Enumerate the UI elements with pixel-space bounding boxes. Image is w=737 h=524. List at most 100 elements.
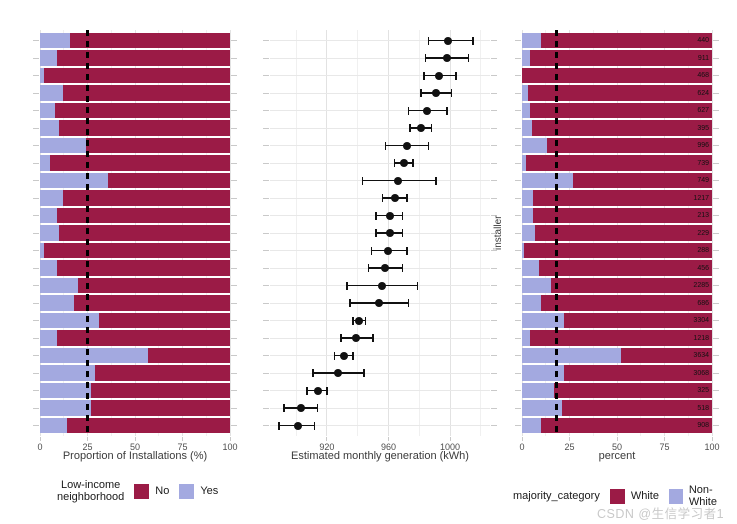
y-tick-left — [515, 92, 521, 94]
bar-segment-yes — [40, 172, 109, 189]
y-tick-left — [33, 180, 39, 181]
bar-segment-non-white — [522, 172, 574, 189]
bar-segment-yes — [40, 50, 58, 66]
y-tick-left — [33, 127, 39, 129]
errorbar-cap-low — [312, 369, 314, 377]
y-tick-left — [33, 320, 39, 321]
estimate-point — [399, 159, 408, 167]
x-tick — [664, 437, 665, 441]
bar-segment-yes — [40, 207, 58, 224]
installer-label: 440 — [697, 37, 709, 44]
bar-segment-no — [62, 85, 230, 101]
installer-label: 1217 — [693, 194, 709, 202]
installer-label: 456 — [697, 264, 709, 272]
y-tick-right — [231, 162, 237, 164]
errorbar-cap-high — [430, 124, 433, 132]
errorbar-cap-low — [346, 281, 348, 290]
bar-segment-non-white — [522, 312, 564, 329]
installer-label: 468 — [697, 72, 709, 79]
y-tick-right — [231, 232, 237, 234]
bar-segment-non-white — [522, 207, 534, 224]
estimate-point — [352, 334, 361, 342]
bar-segment-white — [554, 382, 712, 399]
y-tick-left — [263, 250, 269, 251]
x-tick-label: 25 — [82, 442, 93, 452]
legend-title-majority-category: majority_category — [513, 490, 600, 502]
installer-label: 911 — [697, 54, 709, 62]
bar-segment-yes — [40, 330, 58, 346]
bar-segment-white — [563, 365, 712, 381]
bar-segment-yes — [40, 102, 56, 119]
x-tick-label: 0 — [519, 442, 525, 452]
estimate-point — [381, 264, 390, 272]
y-tick-right — [713, 267, 719, 269]
errorbar-cap-high — [406, 246, 408, 255]
x-tick-label: 920 — [319, 442, 335, 452]
bar-segment-white — [535, 225, 712, 241]
y-axis-title-installer: installer — [493, 215, 504, 251]
bar-segment-no — [43, 242, 230, 259]
bar-segment-no — [59, 225, 230, 241]
bar-segment-yes — [40, 417, 67, 434]
x-axis-title-generation: Estimated monthly generation (kWh) — [291, 450, 469, 462]
installer-label: 908 — [697, 422, 709, 429]
gridline-row — [270, 320, 490, 321]
y-tick-right — [231, 302, 237, 304]
estimate-point — [386, 211, 394, 220]
errorbar-cap-low — [367, 264, 370, 272]
bar-segment-yes — [40, 225, 59, 241]
y-tick-left — [263, 407, 269, 409]
bar-segment-non-white — [522, 330, 530, 346]
errorbar-cap-low — [361, 176, 364, 185]
y-tick-left — [515, 250, 521, 251]
installer-label: 739 — [697, 159, 709, 167]
legend-item-yes: Yes — [179, 483, 218, 499]
y-tick-right — [231, 355, 237, 356]
y-tick-right — [713, 92, 719, 94]
gridline-row — [270, 162, 490, 164]
bar-segment-no — [78, 277, 230, 294]
y-tick-right — [491, 390, 497, 391]
errorbar-cap-high — [401, 264, 404, 272]
errorbar-cap-high — [455, 71, 457, 80]
x-tick-label: 75 — [177, 442, 188, 452]
gridline-row — [270, 110, 490, 111]
installer-label: 288 — [697, 247, 709, 254]
bar-segment-non-white — [522, 242, 524, 259]
y-tick-left — [33, 302, 39, 304]
reference-line — [554, 30, 558, 436]
bar-segment-yes — [40, 67, 44, 84]
estimate-point — [339, 351, 348, 360]
y-tick-left — [263, 145, 269, 146]
x-tick — [229, 437, 231, 441]
errorbar-cap-low — [352, 316, 354, 325]
y-tick-right — [231, 267, 237, 269]
panel-proportion-installations: 0 25 50 75 100 — [33, 30, 238, 452]
x-tick-label: 0 — [37, 442, 43, 452]
bar-segment-no — [66, 417, 230, 434]
installer-label: 3304 — [693, 317, 709, 324]
installer-label: 996 — [697, 142, 709, 149]
bar-segment-yes — [40, 32, 71, 49]
bar-segment-white — [541, 417, 712, 434]
bar-segment-white — [533, 207, 712, 224]
y-tick-left — [263, 267, 269, 269]
y-tick-left — [263, 372, 269, 374]
y-tick-left — [33, 92, 39, 94]
bar-segment-white — [529, 50, 712, 66]
y-tick-right — [231, 337, 237, 339]
gridline-major — [229, 30, 231, 436]
bar-segment-yes — [40, 312, 99, 329]
legend-item-no: No — [134, 483, 169, 499]
installer-label: 624 — [697, 89, 709, 97]
y-tick-right — [491, 302, 497, 304]
legend-swatch-non-white — [668, 488, 683, 504]
bar-segment-non-white — [522, 225, 536, 241]
csdn-watermark: CSDN @生信学习者1 — [597, 507, 725, 521]
errorbar-cap-high — [435, 176, 437, 185]
bar-segment-no — [85, 137, 230, 154]
errorbar-cap-low — [370, 246, 373, 255]
bar-segment-white — [523, 242, 712, 259]
y-tick-right — [713, 215, 719, 216]
